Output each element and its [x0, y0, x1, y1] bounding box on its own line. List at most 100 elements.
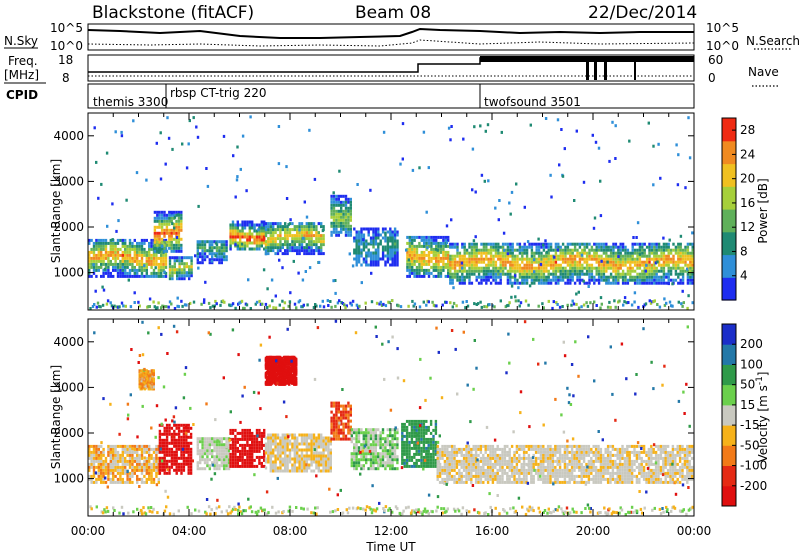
power-cell [643, 251, 646, 255]
velocity-cell [119, 459, 122, 463]
velocity-cell [246, 464, 249, 468]
power-cell [435, 241, 438, 245]
power-cell [556, 248, 559, 252]
power-cell [300, 237, 304, 241]
velocity-cell [133, 459, 136, 463]
velocity-cell [429, 446, 433, 450]
power-cell [128, 259, 132, 263]
power-cell [559, 245, 562, 249]
power-cell [581, 272, 584, 276]
velocity-cell [143, 444, 146, 448]
velocity-cell [372, 434, 375, 438]
power-cell [153, 237, 157, 241]
velocity-cell [229, 443, 232, 447]
velocity-cell [173, 450, 176, 454]
power-cell [242, 306, 245, 310]
power-cell [303, 246, 306, 250]
power-cell [619, 248, 622, 252]
power-cell [213, 258, 216, 262]
velocity-cell [401, 461, 404, 465]
power-cell [320, 243, 323, 247]
power-cell [485, 269, 488, 273]
power-cell [300, 243, 304, 247]
power-cell [272, 234, 275, 238]
power-cell [100, 182, 103, 186]
velocity-cell [384, 440, 387, 444]
power-cell [131, 247, 134, 251]
power-cell [138, 253, 141, 257]
power-cell [691, 269, 694, 273]
velocity-cell [165, 426, 169, 430]
power-cell [97, 247, 100, 251]
power-cell [624, 254, 627, 258]
power-cell [312, 243, 316, 247]
power-cell [106, 224, 109, 228]
velocity-cell [155, 471, 158, 475]
power-cell [609, 260, 613, 264]
velocity-cell [104, 468, 108, 472]
velocity-cell [208, 449, 211, 453]
power-cell [494, 275, 498, 279]
power-cell [168, 231, 171, 235]
power-cell [150, 259, 153, 263]
power-cell [279, 225, 282, 229]
power-cell [686, 267, 689, 271]
power-cell [335, 215, 338, 219]
velocity-cell [158, 438, 162, 442]
velocity-cell [420, 452, 423, 456]
power-cell [499, 266, 502, 270]
power-cell [530, 260, 534, 264]
velocity-cell [158, 459, 162, 463]
power-cell [645, 266, 649, 270]
velocity-cell [379, 440, 382, 444]
power-cell [170, 228, 173, 232]
power-cell [269, 231, 272, 235]
power-cell [158, 213, 161, 217]
velocity-cell [372, 431, 375, 435]
velocity-cell [180, 438, 183, 442]
power-colorbar-swatch [722, 163, 736, 187]
power-cell [305, 222, 308, 226]
power-cell [206, 184, 210, 188]
power-cell [126, 265, 129, 269]
velocity-cell [90, 465, 93, 469]
power-colorbar-swatch [722, 254, 736, 278]
power-cell [689, 263, 692, 267]
power-cell [571, 263, 574, 267]
velocity-cell [109, 480, 112, 484]
velocity-cell [315, 445, 318, 449]
power-cell [152, 271, 156, 275]
power-cell [196, 243, 199, 247]
power-cell [300, 228, 304, 232]
power-cell [374, 242, 378, 246]
velocity-cell [350, 464, 353, 468]
power-cell [260, 235, 263, 239]
power-cell [310, 252, 313, 256]
power-cell [228, 303, 231, 307]
power-cell [554, 257, 558, 261]
power-cell [281, 246, 284, 250]
velocity-cell [203, 467, 207, 471]
power-cell [537, 251, 541, 255]
power-cell [258, 299, 261, 303]
power-cell [631, 251, 634, 255]
power-cell [444, 253, 447, 257]
power-cell [566, 303, 569, 307]
power-cell [344, 206, 348, 210]
velocity-cell [126, 459, 129, 463]
velocity-cell [158, 462, 162, 466]
power-cell [636, 278, 639, 282]
power-cell [305, 252, 308, 256]
power-cell [384, 263, 387, 267]
velocity-cell [128, 444, 132, 448]
power-cell [168, 216, 171, 220]
power-cell [330, 215, 333, 219]
power-cell [92, 263, 95, 267]
velocity-cell [420, 431, 423, 435]
power-cell [497, 248, 500, 252]
power-cell [535, 257, 538, 261]
power-cell [547, 281, 550, 285]
power-cell [367, 242, 370, 246]
velocity-cell [305, 451, 308, 455]
power-cell [477, 251, 481, 255]
